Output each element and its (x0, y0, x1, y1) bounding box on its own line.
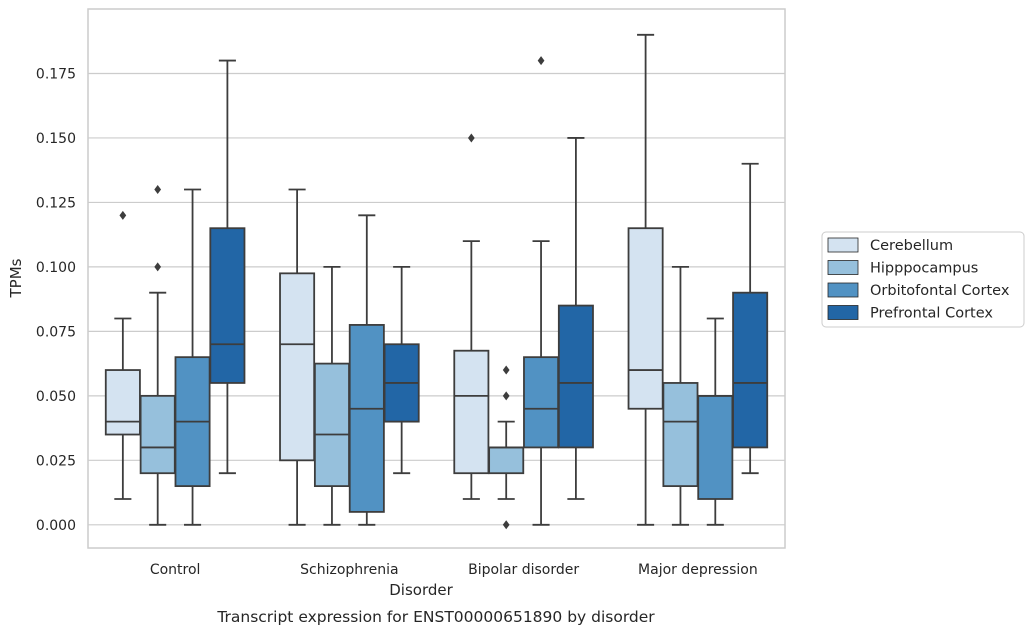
legend-label: Hipppocampus (870, 261, 978, 277)
iqr-box (662, 382, 699, 488)
outlier-point (154, 262, 162, 272)
y-axis-ticks: 0.000 0.025 0.050 0.075 0.100 0.125 0.150 0.175 (36, 66, 76, 533)
outlier-point (502, 391, 510, 401)
iqr-box (732, 291, 769, 449)
x-tick-label: Major depression (638, 562, 758, 578)
iqr-box (697, 394, 734, 500)
legend-item: Prefrontal Cortex (827, 305, 993, 322)
iqr-box (209, 227, 246, 384)
boxes-layer (104, 33, 769, 530)
outlier-point (154, 185, 162, 195)
box-plot-group (279, 188, 316, 526)
x-tick-label: Bipolar disorder (468, 562, 579, 578)
box-plot-group (732, 162, 769, 475)
box-plot-group (627, 33, 664, 526)
legend-swatch (827, 282, 859, 298)
box-plot-group (104, 210, 141, 500)
legend-label: Orbitofontal Cortex (870, 283, 1010, 299)
x-axis-ticks: Control Schizophrenia Bipolar disorder Majo… (150, 562, 758, 578)
iqr-box (313, 362, 350, 488)
iqr-box (139, 394, 176, 475)
y-tick-label: 0.100 (36, 260, 76, 276)
outlier-point (537, 56, 545, 66)
legend-item: Hipppocampus (827, 260, 978, 277)
legend-item: Orbitofontal Cortex (827, 282, 1010, 299)
iqr-box (279, 272, 316, 462)
legend-items: Cerebellum Hipppocampus Orbitofontal Corte… (827, 237, 1010, 322)
outlier-point (119, 210, 127, 220)
legend: Cerebellum Hipppocampus Orbitofontal Corte… (821, 231, 1025, 328)
legend-label: Prefrontal Cortex (870, 306, 993, 322)
box-plot-group (523, 56, 560, 526)
box-plot-group (174, 188, 211, 526)
chart-caption: Transcript expression for ENST0000065189… (216, 608, 655, 626)
box-plot-group (383, 265, 420, 475)
plot-area-frame (87, 8, 786, 549)
y-tick-label: 0.150 (36, 131, 76, 147)
x-axis-label: Disorder (389, 581, 453, 599)
iqr-box (104, 369, 141, 436)
y-tick-label: 0.175 (36, 66, 76, 82)
box-plot-group (697, 317, 734, 526)
box-plot-group (488, 365, 525, 530)
legend-item: Cerebellum (827, 237, 953, 254)
box-plot-group (453, 133, 490, 500)
box-plot-group (139, 185, 176, 526)
box-plot-group (209, 59, 246, 475)
iqr-box (523, 356, 560, 449)
x-tick-label: Control (150, 562, 201, 578)
legend-swatch (827, 260, 859, 275)
iqr-box (453, 349, 490, 475)
x-tick-label: Schizophrenia (300, 562, 398, 578)
y-tick-label: 0.075 (36, 324, 76, 340)
outlier-point (502, 365, 510, 375)
y-tick-label: 0.125 (36, 195, 76, 211)
legend-swatch (827, 237, 859, 253)
legend-swatch (827, 305, 859, 320)
y-tick-label: 0.000 (36, 518, 76, 534)
y-tick-label: 0.025 (36, 453, 76, 469)
box-plot-group (313, 265, 350, 526)
outlier-point (467, 133, 475, 143)
legend-frame (821, 231, 1025, 328)
iqr-box (348, 324, 385, 513)
box-plot-group (662, 265, 699, 526)
iqr-box (557, 304, 594, 449)
y-tick-label: 0.050 (36, 389, 76, 405)
box-plot-group (557, 137, 594, 500)
iqr-box (627, 227, 664, 410)
y-axis-label: TPMs (7, 258, 25, 298)
legend-label: Cerebellum (870, 238, 953, 254)
outlier-point (502, 520, 510, 530)
box-plot-group (348, 214, 385, 526)
iqr-box (488, 446, 525, 475)
